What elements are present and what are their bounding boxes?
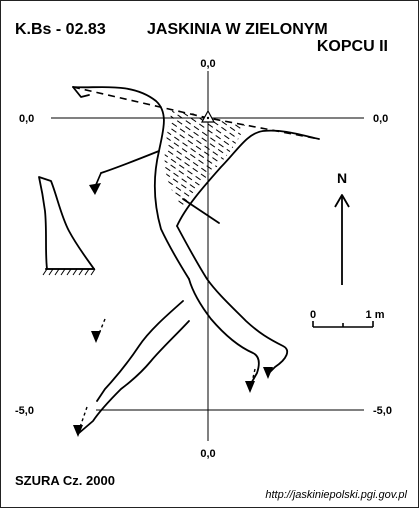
grid-label-bottom-left: -5,0: [15, 405, 34, 417]
datum-triangle: [200, 109, 216, 123]
north-arrow-icon: [334, 194, 350, 285]
cave-title-line1: JASKINIA W ZIELONYM: [147, 21, 328, 38]
north-label: N: [337, 170, 347, 186]
grid-label-bottom-right: -5,0: [373, 405, 392, 417]
passage-arrows: [73, 172, 273, 437]
debris-area: [164, 109, 245, 207]
source-url: http://jaskiniepolski.pgi.gov.pl: [265, 489, 407, 501]
datum-point: [206, 116, 210, 120]
passage-dash-marks: [77, 318, 256, 434]
scale-end-label: 1 m: [366, 309, 385, 321]
cave-outline: [72, 86, 320, 434]
grid-label-right: 0,0: [373, 113, 388, 125]
cross-section-profile: [38, 176, 96, 276]
cave-code: K.Bs - 02.83: [15, 21, 106, 38]
grid-label-left: 0,0: [19, 113, 34, 125]
scale-start-label: 0: [310, 309, 316, 321]
grid-label-bottom: 0,0: [200, 448, 215, 460]
scale-bar: [312, 321, 374, 328]
cave-title-line2: KOPCU II: [317, 38, 388, 55]
author-credit: SZURA Cz. 2000: [15, 473, 115, 488]
grid-label-top: 0,0: [200, 58, 215, 70]
